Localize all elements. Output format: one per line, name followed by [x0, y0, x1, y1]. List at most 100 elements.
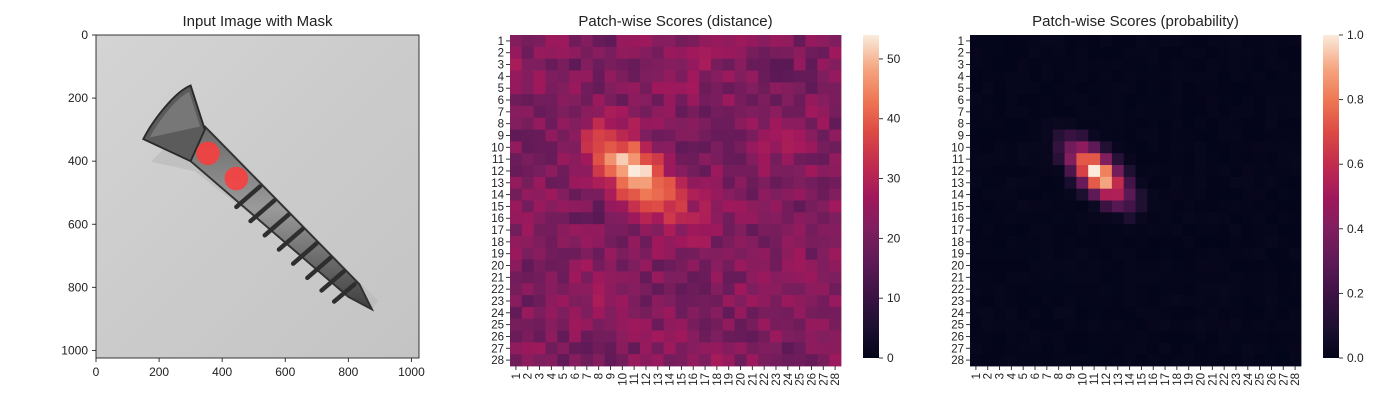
heatmap-cell — [1265, 82, 1278, 95]
heatmap-cell — [1170, 46, 1184, 60]
heatmap-cell — [746, 82, 759, 95]
heatmap-cell — [758, 70, 771, 83]
heatmap-cell — [1088, 70, 1101, 83]
heatmap-cell — [1182, 165, 1196, 178]
heatmap-cell — [628, 70, 641, 83]
heatmap-cell — [1005, 247, 1018, 261]
heatmap-cell — [970, 141, 983, 154]
heatmap-cell — [533, 354, 546, 367]
heatmap-cell — [1194, 35, 1207, 48]
heatmap-cell — [687, 235, 700, 249]
y-tick-label: 24 — [951, 308, 964, 320]
heatmap-cell — [1289, 94, 1302, 107]
heatmap-cell — [1052, 247, 1065, 261]
y-tick-label: 27 — [951, 343, 964, 355]
heatmap-cell — [829, 165, 842, 178]
heatmap-cell — [993, 271, 1006, 284]
heatmap-cell — [1218, 70, 1231, 83]
heatmap-cell — [604, 141, 617, 154]
heatmap-cell — [817, 165, 830, 178]
heatmap-cell — [699, 295, 712, 308]
heatmap-cell — [722, 259, 736, 272]
heatmap-cell — [580, 247, 594, 261]
y-tick-label: 14 — [491, 190, 504, 202]
heatmap-cell — [521, 259, 535, 272]
heatmap-cell — [533, 295, 546, 308]
heatmap-cell — [805, 330, 818, 343]
heatmap-cell — [1029, 330, 1042, 343]
heatmap-cell — [1005, 141, 1018, 154]
heatmap-cell — [616, 117, 629, 130]
heatmap-cell — [1135, 188, 1148, 201]
x-tick-label: 7 — [1042, 373, 1054, 379]
heatmap-cell — [1182, 46, 1196, 60]
x-tick-label: 14 — [1125, 372, 1137, 385]
heatmap-cell — [1100, 295, 1113, 308]
heatmap-cell — [1241, 58, 1255, 71]
heatmap-cell — [1253, 129, 1266, 142]
heatmap-cell — [1088, 58, 1101, 71]
heatmap-cell — [604, 247, 617, 261]
heatmap-cell — [557, 342, 570, 355]
x-tick-label: 15 — [676, 373, 688, 386]
heatmap-cell — [993, 94, 1006, 107]
heatmap-cell — [1147, 283, 1160, 296]
heatmap-cell — [1194, 165, 1207, 178]
heatmap-cell — [770, 105, 783, 119]
heatmap-cell — [640, 295, 653, 308]
x-tick-label: 27 — [1278, 373, 1290, 386]
heatmap-cell — [1194, 224, 1207, 237]
heatmap-cell — [628, 247, 641, 261]
heatmap-cell — [1064, 35, 1077, 48]
heatmap-cell — [521, 165, 535, 178]
heatmap-cell — [1052, 200, 1065, 213]
heatmap-cell — [592, 46, 605, 60]
heatmap-cell — [770, 129, 783, 142]
heatmap-cell — [817, 58, 830, 71]
heatmap-cell — [1088, 354, 1101, 367]
heatmap-cell — [1040, 354, 1054, 367]
heatmap-cell — [1265, 70, 1278, 83]
x-tick-label: 28 — [1290, 373, 1302, 386]
heatmap-cell — [758, 224, 771, 237]
heatmap-cell — [970, 129, 983, 142]
x-tick-label: 3 — [535, 373, 547, 379]
heatmap-cell — [1029, 82, 1042, 95]
heatmap-cell — [604, 200, 617, 213]
heatmap-cell — [533, 129, 546, 142]
heatmap-cell — [545, 46, 558, 60]
heatmap-cell — [829, 271, 842, 284]
heatmap-cell — [580, 141, 594, 154]
heatmap-cell — [1206, 82, 1219, 95]
y-tick-label: 7 — [498, 107, 504, 119]
heatmap-cell — [604, 259, 617, 272]
heatmap-cell — [1040, 58, 1054, 71]
heatmap-cell — [687, 247, 700, 261]
heatmap-cell — [770, 235, 783, 249]
heatmap-cell — [510, 165, 523, 178]
heatmap-cell — [781, 70, 795, 83]
heatmap-cell — [651, 259, 665, 272]
heatmap-cell — [1253, 141, 1266, 154]
heatmap-cell — [545, 129, 558, 142]
heatmap-cell — [829, 58, 842, 71]
heatmap-cell — [781, 117, 795, 130]
heatmap-cell — [663, 188, 676, 201]
heatmap-cell — [1052, 141, 1065, 154]
heatmap-cell — [616, 259, 629, 272]
heatmap-cell — [1253, 35, 1266, 48]
heatmap-cell — [993, 188, 1006, 201]
heatmap-cell — [1241, 224, 1255, 237]
heatmap-cell — [1289, 354, 1302, 367]
heatmap-cell — [829, 46, 842, 60]
heatmap-cell — [533, 141, 546, 154]
heatmap-cell — [1182, 247, 1196, 261]
heatmap-cell — [1241, 141, 1255, 154]
heatmap-cell — [734, 247, 747, 261]
heatmap-cell — [981, 283, 995, 296]
heatmap-cell — [1111, 306, 1125, 320]
x-tick-label: 16 — [1148, 373, 1160, 386]
heatmap-cell — [545, 35, 558, 48]
heatmap-cell — [1230, 153, 1243, 166]
heatmap-cell — [1111, 235, 1125, 249]
